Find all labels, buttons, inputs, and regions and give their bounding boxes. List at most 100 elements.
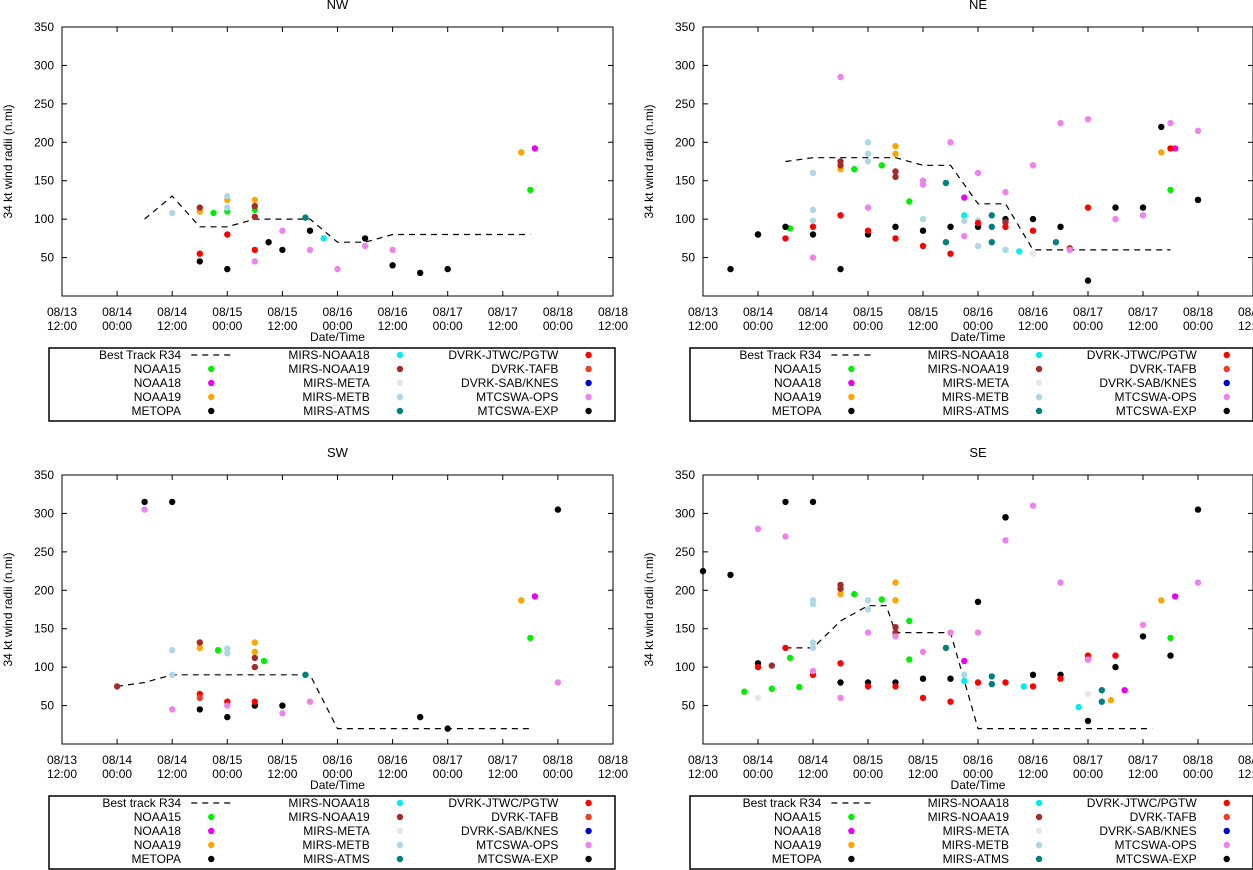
data-point: [974, 679, 982, 686]
data-point: [1084, 690, 1092, 698]
x-tick-label: 12:00: [47, 319, 77, 333]
y-tick-label: 350: [675, 468, 695, 482]
legend-marker: [848, 379, 855, 387]
data-point: [699, 567, 707, 575]
data-point: [279, 702, 286, 709]
legend-label: MIRS-ATMS: [303, 404, 369, 418]
series-noaa18: [961, 593, 1179, 694]
data-point: [224, 702, 231, 709]
legend-label: DVRK-TAFB: [491, 362, 558, 376]
legend-label: MTCSWA-OPS: [1114, 838, 1196, 852]
data-point: [169, 209, 176, 217]
legend-marker: [208, 365, 215, 373]
series-mtcswa-exp: [754, 196, 1202, 238]
data-point: [224, 645, 231, 652]
chart-panel-nw: NW5010015020025030035008/1312:0008/1400:…: [1, 0, 628, 422]
x-tick-label: 00:00: [1073, 767, 1103, 781]
x-tick-label: 08/17: [1128, 305, 1158, 319]
legend-label: MTCSWA-EXP: [1116, 404, 1197, 418]
x-tick-label: 12:00: [378, 767, 408, 781]
data-point: [837, 694, 844, 702]
legend-label: NOAA19: [134, 390, 182, 404]
data-point: [224, 192, 231, 200]
legend-label: MIRS-META: [943, 824, 1009, 838]
y-axis-label: 34 kt wind radii (n.mi): [1, 552, 15, 666]
x-tick-label: 00:00: [543, 319, 573, 333]
legend-label: MIRS-NOAA18: [288, 796, 370, 810]
data-point: [1002, 219, 1009, 226]
legend-label: NOAA19: [774, 838, 822, 852]
x-tick-label: 08/15: [212, 305, 242, 319]
x-axis-label: Date/Time: [310, 330, 365, 344]
data-point: [892, 624, 899, 631]
legend-label: Best track R34: [102, 796, 181, 810]
data-point: [754, 525, 762, 532]
y-tick-label: 200: [34, 135, 54, 149]
series-noaa19: [196, 149, 525, 215]
x-axis-label: Date/Time: [951, 330, 1006, 344]
data-point: [389, 262, 396, 269]
data-point: [892, 633, 899, 640]
data-point: [444, 725, 451, 732]
data-point: [782, 533, 789, 540]
series-metopa: [196, 235, 451, 277]
data-point: [988, 212, 995, 219]
y-tick-label: 200: [675, 583, 695, 597]
x-tick-label: 08/14: [157, 753, 187, 767]
x-tick-label: 12:00: [908, 767, 938, 781]
y-tick-label: 300: [34, 506, 54, 520]
data-point: [837, 660, 844, 667]
legend-marker: [208, 407, 215, 415]
legend-box: [48, 347, 616, 422]
data-point: [1002, 223, 1009, 230]
legend-label: DVRK-SAB/KNES: [1099, 376, 1196, 390]
series-mirs-atms: [942, 644, 1106, 705]
x-tick-label: 00:00: [743, 319, 773, 333]
data-point: [251, 246, 258, 254]
data-point: [809, 667, 817, 675]
data-point: [768, 662, 775, 669]
data-point: [1002, 514, 1009, 521]
series-noaa18: [531, 145, 539, 152]
x-tick-label: 00:00: [322, 319, 352, 333]
y-tick-label: 300: [34, 58, 54, 72]
data-point: [837, 585, 844, 592]
data-point: [974, 629, 982, 636]
data-point: [306, 698, 314, 705]
data-point: [947, 629, 954, 636]
data-point: [224, 204, 231, 211]
x-tick-label: 08/14: [102, 753, 132, 767]
legend-label: NOAA15: [134, 810, 182, 824]
series-mtcswa-ops: [251, 227, 396, 273]
x-tick-label: 08/14: [798, 753, 828, 767]
data-point: [961, 212, 968, 219]
legend-marker: [396, 351, 404, 359]
data-point: [906, 617, 913, 625]
data-point: [864, 227, 872, 234]
data-point: [1171, 145, 1179, 152]
data-point: [361, 235, 369, 242]
y-tick-label: 250: [675, 545, 695, 559]
data-point: [892, 683, 899, 690]
data-point: [1084, 277, 1092, 284]
x-tick-label: 00:00: [212, 767, 242, 781]
legend-marker: [208, 827, 215, 835]
data-point: [768, 685, 775, 692]
data-point: [974, 598, 982, 605]
data-point: [1057, 223, 1064, 230]
data-point: [527, 186, 534, 194]
y-tick-label: 150: [675, 622, 695, 636]
data-point: [809, 600, 817, 608]
legend-marker: [1035, 855, 1043, 863]
data-point: [919, 242, 927, 250]
x-tick-label: 08/16: [1018, 305, 1048, 319]
series-mirs-noaa18: [320, 235, 327, 242]
legend-marker: [1035, 813, 1043, 821]
data-point: [196, 250, 203, 257]
x-tick-label: 00:00: [963, 319, 993, 333]
x-tick-label: 08/14: [798, 305, 828, 319]
data-point: [265, 239, 272, 246]
data-point: [196, 258, 203, 265]
legend-label: MIRS-META: [943, 376, 1009, 390]
x-tick-label: 08/15: [267, 305, 297, 319]
